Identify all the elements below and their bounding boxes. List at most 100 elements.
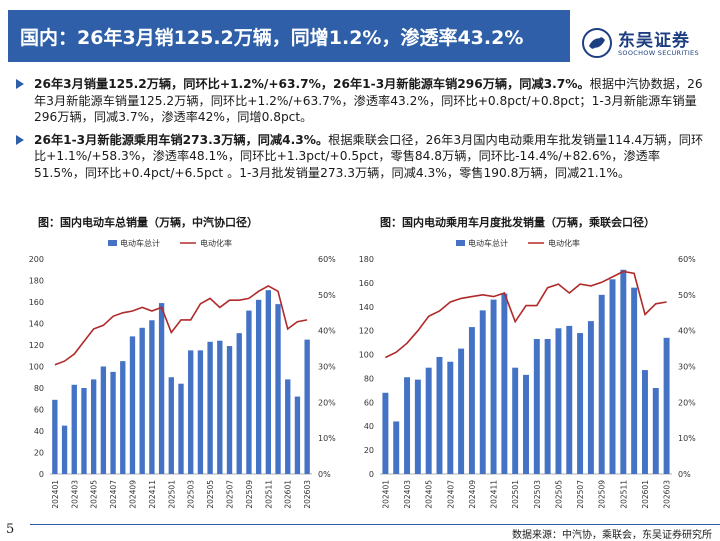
bar bbox=[641, 370, 648, 474]
bar bbox=[501, 293, 508, 474]
x-tick-label: 202511 bbox=[264, 480, 273, 509]
penetration-rate-line bbox=[385, 270, 667, 359]
bar bbox=[436, 356, 443, 474]
x-tick-label: 202509 bbox=[598, 480, 607, 509]
bar bbox=[382, 392, 389, 474]
x-tick-label: 202507 bbox=[226, 480, 235, 509]
bar bbox=[120, 361, 126, 474]
bar bbox=[197, 350, 204, 474]
bullet-headline: 26年1-3月新能源乘用车销273.3万辆，同减4.3%。 bbox=[34, 132, 329, 147]
bar bbox=[265, 290, 272, 474]
bar bbox=[663, 337, 670, 474]
bar bbox=[479, 310, 486, 474]
y-right-tick-label: 40% bbox=[678, 327, 696, 336]
y-left-tick-label: 40 bbox=[364, 422, 374, 431]
bar bbox=[149, 320, 155, 474]
bar bbox=[275, 304, 281, 474]
x-tick-label: 202403 bbox=[70, 480, 79, 509]
y-right-tick-label: 30% bbox=[678, 363, 696, 372]
bar bbox=[652, 388, 659, 474]
x-tick-label: 202507 bbox=[576, 480, 585, 509]
y-left-tick-label: 200 bbox=[29, 255, 44, 264]
y-left-tick-label: 180 bbox=[29, 277, 44, 286]
x-tick-label: 202503 bbox=[187, 480, 196, 509]
bar bbox=[61, 425, 68, 474]
bar bbox=[533, 339, 540, 474]
y-right-tick-label: 20% bbox=[678, 398, 696, 407]
y-left-tick-label: 80 bbox=[34, 384, 44, 393]
logo-icon bbox=[582, 28, 612, 58]
bullet-triangle-icon bbox=[16, 134, 24, 145]
bar bbox=[90, 379, 97, 474]
x-tick-label: 202407 bbox=[446, 480, 455, 509]
y-right-tick-label: 30% bbox=[318, 363, 336, 372]
x-tick-label: 202501 bbox=[167, 480, 176, 509]
bar bbox=[490, 299, 497, 474]
bar bbox=[587, 321, 594, 474]
x-tick-label: 202409 bbox=[128, 480, 137, 509]
bar bbox=[207, 341, 213, 474]
y-left-tick-label: 20 bbox=[364, 446, 374, 455]
bar bbox=[447, 361, 454, 474]
x-tick-label: 202409 bbox=[468, 480, 477, 509]
company-logo: 东吴证券 SOOCHOW SECURITIES bbox=[580, 24, 715, 64]
bar bbox=[458, 348, 465, 474]
bar bbox=[285, 379, 291, 474]
x-tick-label: 202503 bbox=[533, 480, 542, 509]
y-left-tick-label: 160 bbox=[359, 279, 374, 288]
bar bbox=[393, 421, 400, 474]
right-chart: 电动车总计 电动化率 0 20 40 60 80 100 120 140 160 180 0% 10% 20… bbox=[359, 238, 696, 509]
legend-bar-swatch bbox=[108, 240, 117, 246]
bullet-triangle-icon bbox=[16, 79, 24, 89]
x-tick-label: 202405 bbox=[90, 480, 99, 509]
x-tick-label: 202401 bbox=[51, 480, 60, 509]
y-left-tick-label: 0 bbox=[39, 470, 44, 479]
bar bbox=[129, 336, 136, 474]
bar bbox=[566, 325, 573, 474]
title-bar: 国内：26年3月销125.2万辆，同增1.2%，渗透率43.2% bbox=[8, 10, 570, 62]
bullet-item: 26年1-3月新能源乘用车销273.3万辆，同减4.3%。根据乘联会口径，26年… bbox=[14, 132, 704, 182]
bullet-body: 根据乘联会口径，26年3月国内电动乘用车批发销量114.4万辆，同环比+1.1%… bbox=[34, 132, 704, 180]
x-tick-label: 202505 bbox=[554, 480, 563, 509]
x-tick-label: 202411 bbox=[490, 480, 499, 509]
y-left-tick-label: 60 bbox=[364, 398, 374, 407]
bar bbox=[609, 279, 616, 474]
y-right-tick-label: 0% bbox=[678, 470, 691, 479]
bar bbox=[168, 377, 174, 474]
left-chart: 电动车总计 电动化率 0 20 40 60 80 100 120 140 160 180 200 0% 10… bbox=[29, 238, 336, 509]
legend-label: 电动化率 bbox=[200, 238, 232, 248]
y-left-tick-label: 140 bbox=[359, 303, 374, 312]
bar bbox=[544, 339, 551, 474]
x-tick-label: 202407 bbox=[109, 480, 118, 509]
bullet-list: 26年3月销量125.2万辆，同环比+1.2%/+63.7%，26年1-3月新能… bbox=[14, 76, 704, 187]
page-number: 5 bbox=[6, 522, 15, 537]
bar bbox=[555, 328, 562, 474]
bar bbox=[414, 379, 421, 474]
bar bbox=[294, 396, 301, 474]
penetration-rate-line bbox=[54, 284, 308, 366]
page-title: 国内：26年3月销125.2万辆，同增1.2%，渗透率43.2% bbox=[20, 27, 524, 49]
bar bbox=[404, 377, 411, 474]
bar bbox=[226, 346, 233, 474]
x-tick-label: 202501 bbox=[511, 480, 520, 509]
bar bbox=[577, 333, 584, 474]
bullet-headline: 26年3月销量125.2万辆，同环比+1.2%/+63.7%，26年1-3月新能… bbox=[34, 77, 590, 91]
y-left-tick-label: 40 bbox=[34, 427, 44, 436]
footer-divider bbox=[30, 524, 720, 525]
bar bbox=[110, 371, 116, 474]
y-left-tick-label: 20 bbox=[34, 449, 44, 458]
x-tick-label: 202505 bbox=[206, 480, 215, 509]
bar bbox=[188, 350, 194, 474]
x-tick-label: 202401 bbox=[381, 480, 390, 509]
left-chart-title: 图：国内电动车总销量（万辆，中汽协口径） bbox=[38, 216, 258, 229]
bar bbox=[631, 287, 638, 474]
bar bbox=[512, 367, 519, 474]
logo-name-en: SOOCHOW SECURITIES bbox=[618, 49, 699, 57]
bullet-item: 26年3月销量125.2万辆，同环比+1.2%/+63.7%，26年1-3月新能… bbox=[14, 76, 704, 126]
x-tick-label: 202509 bbox=[245, 480, 254, 509]
y-left-tick-label: 160 bbox=[29, 298, 44, 307]
bar bbox=[71, 384, 77, 474]
legend-bar-swatch bbox=[456, 240, 465, 246]
bar bbox=[81, 388, 87, 474]
y-right-tick-label: 10% bbox=[678, 434, 696, 443]
